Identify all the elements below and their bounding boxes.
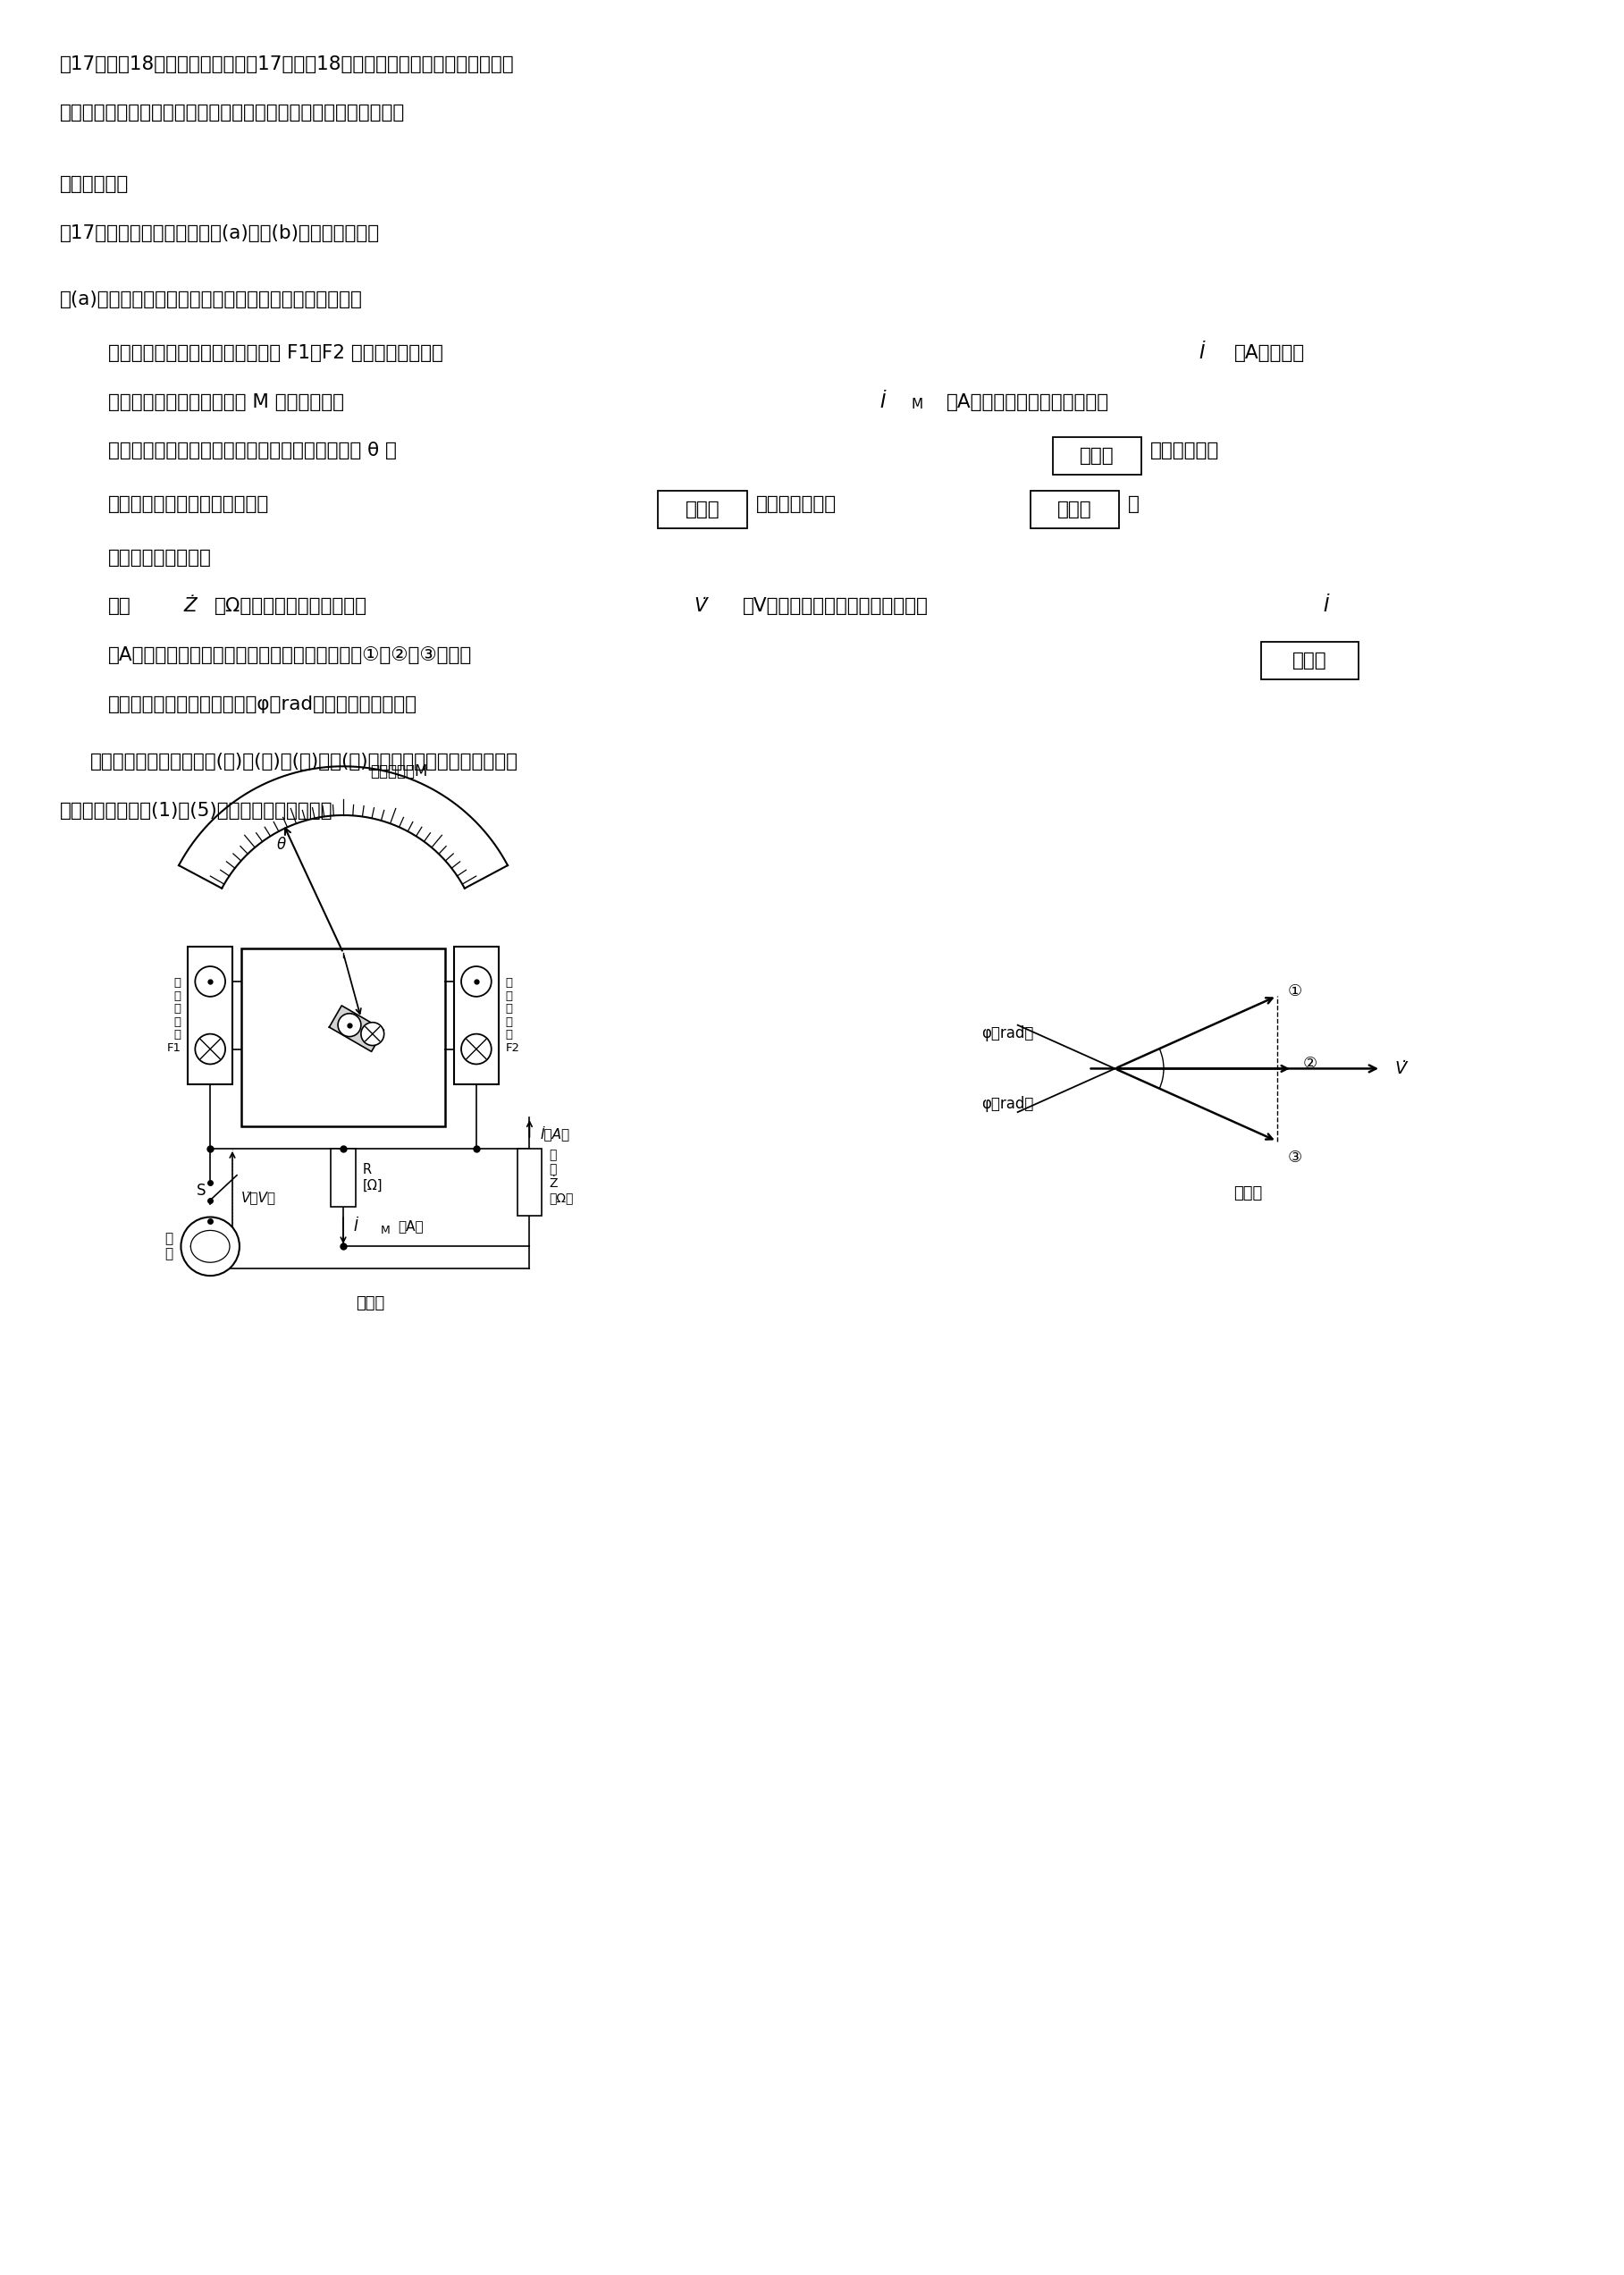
Text: 〔A〕のベクトルを描くと，図２に示すベクトル①，②，③のうち: 〔A〕のベクトルを描くと，図２に示すベクトル①，②，③のうち — [109, 646, 473, 664]
Text: 可動コイルM: 可動コイルM — [370, 764, 427, 780]
Bar — [516, 1149, 542, 1215]
Text: 負荷: 負荷 — [109, 598, 132, 614]
Text: 可動コイルに生じる。したがって，指針の振れ角 θ は: 可動コイルに生じる。したがって，指針の振れ角 θ は — [109, 441, 396, 460]
Text: ②: ② — [1302, 1056, 1317, 1072]
Bar — [1052, 437, 1142, 475]
Text: （選択問題）: （選択問題） — [60, 175, 128, 193]
Text: 〔V〕のベクトルを基準に負荷電流: 〔V〕のベクトルを基準に負荷電流 — [742, 598, 929, 614]
Text: 〔A〕の積に比例したトルクが: 〔A〕の積に比例したトルクが — [947, 394, 1109, 412]
Text: 図１に示す電力計は，固定コイル F1，F2 に流れる負荷電流: 図１に示す電力計は，固定コイル F1，F2 に流れる負荷電流 — [109, 344, 443, 362]
Text: V̇〔V〕: V̇〔V〕 — [242, 1190, 276, 1203]
Circle shape — [461, 1033, 492, 1065]
Text: V̇: V̇ — [693, 598, 706, 614]
Text: 〔A〕による: 〔A〕による — [1234, 344, 1306, 362]
Text: İ〔A〕: İ〔A〕 — [541, 1126, 570, 1140]
Text: 電
源: 電 源 — [164, 1233, 172, 1260]
Text: M: M — [380, 1224, 390, 1238]
Bar — [1031, 491, 1119, 528]
Circle shape — [180, 1217, 239, 1276]
Text: İ: İ — [880, 394, 885, 412]
Text: İ: İ — [354, 1219, 359, 1235]
Text: ③: ③ — [1288, 1149, 1302, 1167]
Text: 問17及び問18は選択問題です。問17又は問18のどちらかを選んで解答してくだ: 問17及び問18は選択問題です。問17又は問18のどちらかを選んで解答してくだ — [60, 55, 515, 73]
Text: 〔A〕: 〔A〕 — [398, 1219, 424, 1233]
Text: ①: ① — [1288, 983, 1302, 999]
Text: の: の — [1129, 496, 1140, 514]
Text: （ア）: （ア） — [1080, 448, 1114, 464]
Text: （イ）: （イ） — [685, 500, 719, 519]
Text: 計器といわれ，: 計器といわれ， — [755, 496, 836, 514]
Text: 問17　電力計について，次の(a)及び(b)の問に答えよ。: 問17 電力計について，次の(a)及び(b)の問に答えよ。 — [60, 223, 380, 241]
Text: 図　２: 図 ２ — [1234, 1185, 1262, 1201]
Text: R
[Ω]: R [Ω] — [362, 1163, 383, 1192]
Text: (a)　次の文章は，電力計の原理に関する記述である。: (a) 次の文章は，電力計の原理に関する記述である。 — [60, 291, 362, 309]
Circle shape — [361, 1021, 383, 1046]
Polygon shape — [330, 1006, 383, 1051]
Text: 上記の記述中の空白箇所(ア)，(イ)，(ウ)及び(エ)に当てはまる組合せとして，: 上記の記述中の空白箇所(ア)，(イ)，(ウ)及び(エ)に当てはまる組合せとして， — [91, 753, 518, 771]
Bar — [1262, 642, 1359, 680]
Text: さい。（両方解答すると採点されませんので注意してください。）: さい。（両方解答すると採点されませんので注意してください。） — [60, 105, 404, 123]
Text: 測定に使用される。: 測定に使用される。 — [109, 548, 211, 566]
Circle shape — [461, 967, 492, 996]
Text: 固
定
コ
イ
ル
F1: 固 定 コ イ ル F1 — [167, 976, 180, 1053]
Text: 磁界の強さと，可動コイル M に流れる電流: 磁界の強さと，可動コイル M に流れる電流 — [109, 394, 344, 412]
Bar — [455, 946, 499, 1085]
Text: 正しいものを次の(1)〜(5)のうちから一つ選べ。: 正しいものを次の(1)〜(5)のうちから一つ選べ。 — [60, 801, 333, 819]
Text: 図　１: 図 １ — [356, 1294, 385, 1310]
Text: φ〔rad〕: φ〔rad〕 — [983, 1097, 1034, 1112]
Bar — [242, 949, 445, 1126]
Bar — [658, 491, 747, 528]
Text: （エ）: （エ） — [1293, 651, 1327, 669]
Bar — [331, 1149, 356, 1206]
Circle shape — [195, 1033, 226, 1065]
Bar — [188, 946, 232, 1085]
Text: 固
定
コ
イ
ル
F2: 固 定 コ イ ル F2 — [505, 976, 520, 1053]
Text: 負
荷
Ż
〔Ω〕: 負 荷 Ż 〔Ω〕 — [549, 1149, 573, 1203]
Text: （ウ）: （ウ） — [1057, 500, 1093, 519]
Text: φ〔rad〕: φ〔rad〕 — [983, 1026, 1034, 1042]
Text: M: M — [911, 398, 922, 412]
Text: 〔Ω〕が誘導性の場合，電圧: 〔Ω〕が誘導性の場合，電圧 — [214, 598, 367, 614]
Text: θ: θ — [278, 837, 286, 853]
Text: İ: İ — [1199, 344, 1205, 362]
Text: このような形の計器は，一般に: このような形の計器は，一般に — [109, 496, 270, 514]
Circle shape — [195, 967, 226, 996]
Text: Ż: Ż — [184, 598, 197, 614]
Text: V̇: V̇ — [1395, 1060, 1406, 1076]
Text: İ: İ — [1324, 598, 1328, 614]
Text: のように表される。ただし，φ〔rad〕は位相角である。: のように表される。ただし，φ〔rad〕は位相角である。 — [109, 696, 417, 712]
Text: S: S — [197, 1183, 206, 1199]
Circle shape — [338, 1012, 361, 1037]
Text: に比例する。: に比例する。 — [1150, 441, 1220, 460]
